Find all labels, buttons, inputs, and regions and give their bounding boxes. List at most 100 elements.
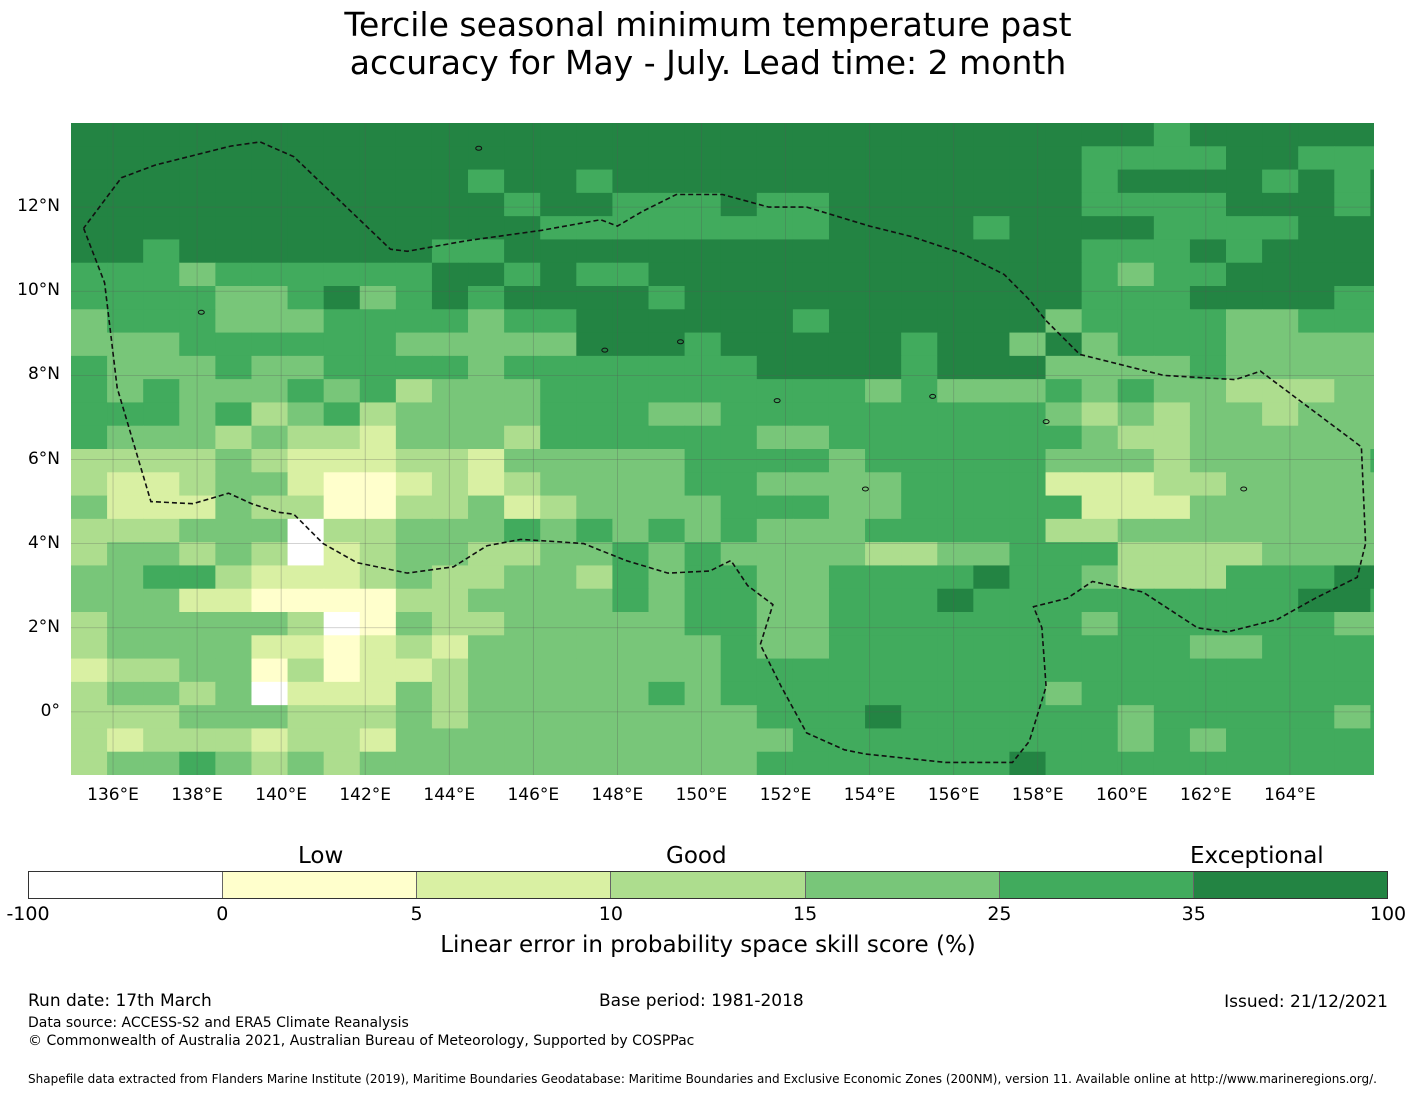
grid-cell (973, 332, 1011, 357)
grid-cell (828, 495, 866, 520)
grid-cell (1226, 542, 1263, 567)
grid-cell (540, 355, 577, 380)
grid-cell (215, 192, 253, 217)
longitude-tick-label: 144°E (423, 785, 476, 805)
grid-cell (71, 239, 108, 264)
grid-cell (1153, 681, 1191, 706)
grid-cell (179, 169, 216, 194)
grid-cell (1117, 169, 1155, 194)
grid-cell (1045, 495, 1083, 520)
grid-cell (1370, 681, 1374, 706)
grid-cell (251, 542, 289, 567)
grid-cell (107, 518, 144, 543)
grid-cell (828, 379, 866, 404)
grid-cell (395, 355, 433, 380)
grid-cell (576, 705, 614, 730)
grid-cell (648, 239, 686, 264)
grid-cell (359, 425, 397, 450)
grid-cell (395, 449, 433, 473)
grid-cell (648, 495, 686, 520)
grid-cell (1262, 681, 1299, 706)
grid-cell (143, 449, 180, 473)
grid-cell (1153, 495, 1191, 520)
grid-cell (468, 542, 505, 567)
grid-cell (504, 309, 541, 334)
grid-cell (756, 681, 794, 706)
grid-cell (1081, 565, 1119, 590)
grid-cell (792, 612, 830, 636)
grid-cell (901, 146, 938, 171)
grid-cell (937, 332, 974, 357)
grid-cell (937, 192, 974, 217)
grid-cell (468, 495, 505, 520)
grid-cell (395, 379, 433, 404)
grid-cell (1117, 612, 1155, 636)
grid-cell (1334, 379, 1371, 404)
grid-cell (865, 472, 902, 497)
grid-cell (1153, 169, 1191, 194)
grid-cell (1153, 658, 1191, 683)
grid-cell (1009, 612, 1047, 636)
grid-cell (504, 332, 541, 357)
chart-title: Tercile seasonal minimum temperature pas… (0, 6, 1416, 82)
grid-cell (612, 751, 650, 775)
grid-cell (973, 286, 1011, 310)
grid-cell (684, 449, 722, 473)
grid-cell (973, 355, 1011, 380)
grid-cell (179, 542, 216, 567)
grid-cell (468, 123, 505, 147)
grid-cell (1081, 262, 1119, 287)
grid-cell (1226, 588, 1263, 613)
grid-cell (1298, 123, 1335, 147)
grid-cell (612, 565, 650, 590)
grid-cell (1189, 262, 1227, 287)
grid-cell (1370, 751, 1374, 775)
grid-cell (612, 402, 650, 427)
grid-cell (1009, 449, 1047, 473)
grid-cell (504, 658, 541, 683)
grid-cell (540, 658, 577, 683)
grid-cell (540, 146, 577, 171)
grid-cell (1226, 705, 1263, 730)
longitude-tick-label: 150°E (675, 785, 728, 805)
grid-cell (973, 123, 1011, 147)
grid-cell (1226, 355, 1263, 380)
grid-cell (468, 705, 505, 730)
grid-cell (973, 542, 1011, 567)
grid-cell (359, 565, 397, 590)
grid-cell (215, 355, 253, 380)
grid-cell (1045, 705, 1083, 730)
grid-cell (143, 635, 180, 660)
category-exceptional-label: Exceptional (1190, 843, 1324, 869)
grid-cell (179, 286, 216, 310)
grid-cell (1081, 635, 1119, 660)
grid-cell (1117, 565, 1155, 590)
grid-cell (865, 169, 902, 194)
grid-cell (179, 565, 216, 590)
grid-cell (865, 192, 902, 217)
grid-cell (251, 402, 289, 427)
grid-cell (1298, 658, 1335, 683)
grid-cell (865, 425, 902, 450)
grid-cell (143, 681, 180, 706)
grid-cell (792, 449, 830, 473)
grid-cell (1117, 472, 1155, 497)
grid-cell (71, 192, 108, 217)
grid-cell (215, 751, 253, 775)
grid-cell (1009, 425, 1047, 450)
grid-cell (648, 123, 686, 147)
grid-cell (720, 216, 758, 241)
grid-cell (828, 658, 866, 683)
latitude-tick-label: 4°N (27, 532, 60, 553)
grid-cell (359, 658, 397, 683)
grid-cell (1189, 705, 1227, 730)
grid-cell (431, 192, 469, 217)
grid-cell (576, 239, 614, 264)
grid-cell (1009, 681, 1047, 706)
grid-cell (540, 751, 577, 775)
grid-cell (648, 169, 686, 194)
grid-cell (143, 588, 180, 613)
grid-cell (720, 565, 758, 590)
grid-cell (468, 169, 505, 194)
grid-cell (792, 332, 830, 357)
